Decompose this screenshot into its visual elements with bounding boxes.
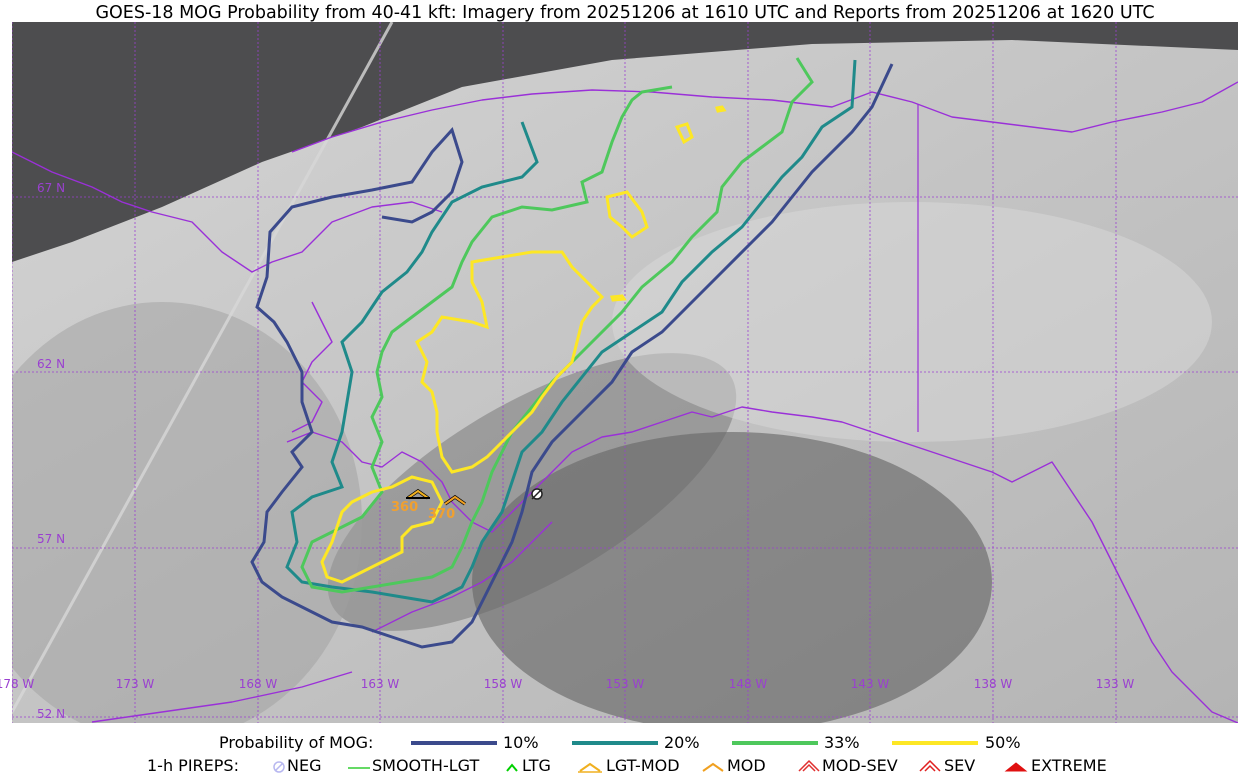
legend-label-33pct: 33% — [824, 733, 860, 752]
longitude-label: 158 W — [483, 677, 523, 691]
pirep-mod-marker[interactable] — [443, 494, 467, 506]
contour-50pct-north — [605, 190, 649, 239]
mod-sev-icon — [798, 759, 820, 772]
mod-icon — [702, 762, 724, 772]
latitude-label: 52 N — [37, 707, 66, 721]
pirep-label-mod: MOD — [727, 756, 766, 775]
pirep-neg-marker[interactable] — [531, 488, 543, 500]
extreme-icon — [1004, 762, 1028, 772]
pireps-legend: 1-h PIREPS: NEG SMOOTH-LGT LTG LGT-MOD M… — [0, 756, 1250, 776]
legend-label-20pct: 20% — [664, 733, 700, 752]
ltg-icon — [506, 763, 518, 772]
contour-50pct-small-3 — [609, 294, 627, 302]
contour-50pct-small-1 — [674, 122, 694, 145]
coast-chukotka — [12, 151, 443, 273]
latitude-label: 57 N — [37, 532, 66, 546]
coast-southeast — [961, 461, 1238, 723]
longitude-label: 143 W — [850, 677, 890, 691]
contour-33pct — [300, 57, 814, 594]
bright-cloud-area — [612, 202, 1212, 442]
pireps-legend-title: 1-h PIREPS: — [147, 756, 239, 775]
contour-50pct-small-2 — [715, 105, 727, 113]
coastlines — [12, 81, 1238, 723]
lgt-mod-icon — [578, 762, 602, 773]
no-data-region — [12, 22, 1238, 262]
swatch-20pct — [572, 741, 658, 745]
probability-legend: Probability of MOG: 10% 20% 33% 50% — [0, 733, 1250, 753]
longitude-label: 168 W — [238, 677, 278, 691]
longitude-label: 163 W — [360, 677, 400, 691]
sev-icon — [919, 759, 941, 772]
swatch-50pct — [892, 741, 978, 745]
west-cloud-area — [12, 302, 362, 723]
coast-arctic — [291, 81, 1238, 153]
latitude-label: 67 N — [37, 181, 66, 195]
longitude-label: 178 W — [0, 677, 35, 691]
pirep-label-extreme: EXTREME — [1031, 756, 1107, 775]
swatch-33pct — [732, 741, 818, 745]
pirep-label-sev: SEV — [944, 756, 976, 775]
map-title: GOES-18 MOG Probability from 40-41 kft: … — [95, 3, 1155, 23]
legend-label-10pct: 10% — [503, 733, 539, 752]
graticule — [12, 22, 1238, 723]
contour-10pct — [250, 63, 894, 649]
latitude-label: 62 N — [37, 357, 66, 371]
swatch-10pct — [411, 741, 497, 745]
pirep-label-neg: NEG — [287, 756, 322, 775]
dark-cloud-band — [472, 432, 992, 723]
pirep-label-ltg: LTG — [522, 756, 551, 775]
pirep-label-smooth-lgt: SMOOTH-LGT — [372, 756, 480, 775]
legend-label-50pct: 50% — [985, 733, 1021, 752]
neg-icon — [273, 761, 285, 773]
probability-legend-title: Probability of MOG: — [219, 733, 374, 752]
longitude-label: 138 W — [973, 677, 1013, 691]
longitude-label: 153 W — [605, 677, 645, 691]
pirep-label-lgt-mod: LGT-MOD — [606, 756, 680, 775]
longitude-label: 148 W — [728, 677, 768, 691]
report-altitude-label: 370 — [428, 507, 456, 522]
coast-peninsula — [371, 521, 553, 633]
coast-aleutians — [91, 671, 353, 723]
contour-50pct-main — [415, 250, 605, 474]
contour-50pct-south — [320, 475, 444, 584]
longitude-label: 133 W — [1095, 677, 1135, 691]
smooth-lgt-icon — [348, 767, 370, 769]
contour-20pct — [285, 59, 857, 604]
pirep-lgt-mod-marker[interactable] — [406, 488, 430, 500]
longitude-label: 173 W — [115, 677, 155, 691]
report-altitude-label: 360 — [391, 500, 419, 515]
pirep-label-mod-sev: MOD-SEV — [822, 756, 898, 775]
coast-west-alaska — [291, 301, 333, 433]
coast-southwest — [286, 406, 963, 533]
scan-line — [12, 22, 394, 713]
satellite-map — [12, 22, 1238, 723]
